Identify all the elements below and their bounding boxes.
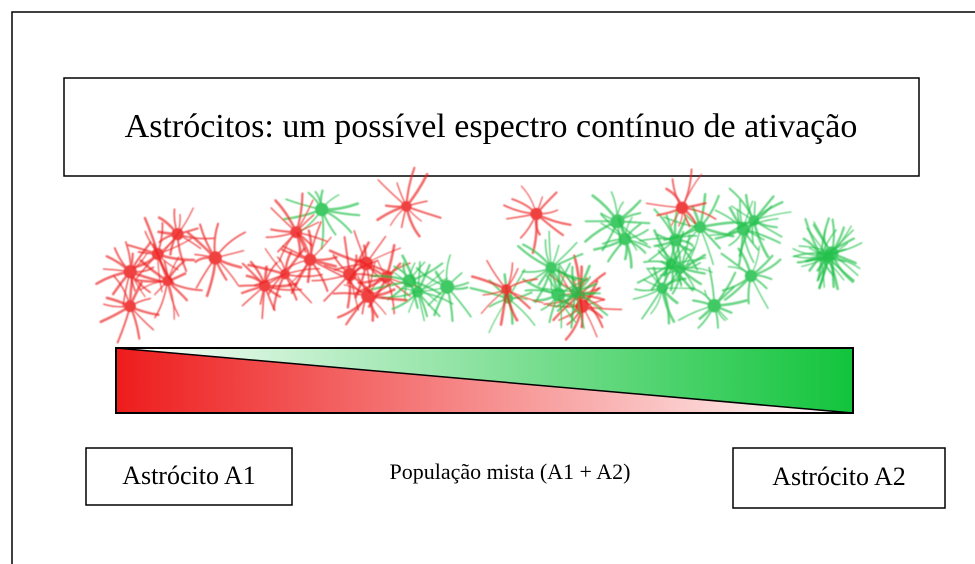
- soma: [675, 263, 685, 273]
- soma: [209, 251, 222, 264]
- astrocyte: [504, 186, 570, 253]
- soma: [304, 253, 316, 265]
- astrocyte-cluster: [96, 168, 861, 343]
- soma: [171, 228, 183, 240]
- soma: [361, 289, 374, 302]
- soma: [401, 201, 412, 212]
- soma: [708, 299, 721, 312]
- soma: [343, 268, 357, 282]
- soma: [745, 270, 757, 282]
- mixed-label: População mista (A1 + A2): [390, 459, 631, 484]
- soma: [290, 226, 302, 238]
- title: Astrócitos: um possível espectro contínu…: [125, 108, 858, 145]
- soma: [737, 223, 750, 236]
- process: [655, 231, 672, 264]
- soma: [816, 251, 827, 262]
- soma: [124, 300, 136, 312]
- a1-label: Astrócito A1: [122, 461, 256, 490]
- astrocyte: [188, 224, 245, 296]
- soma: [259, 280, 271, 292]
- gradient-bar: [116, 348, 853, 413]
- soma: [551, 288, 565, 302]
- astrocyte: [101, 276, 159, 342]
- astrocyte: [523, 264, 594, 328]
- soma: [403, 274, 416, 287]
- soma: [152, 248, 164, 260]
- astrocyte: [378, 168, 441, 236]
- process: [378, 180, 406, 207]
- soma: [501, 284, 511, 294]
- astrocyte: [793, 218, 854, 287]
- soma: [315, 203, 328, 216]
- soma: [440, 280, 454, 294]
- a2-label: Astrócito A2: [772, 462, 906, 491]
- astrocyte: [158, 208, 213, 271]
- diagram: Astrócitos: um possível espectro contínu…: [0, 0, 975, 564]
- soma: [611, 214, 625, 228]
- process: [285, 274, 322, 276]
- soma: [124, 265, 137, 278]
- soma: [676, 202, 688, 214]
- soma: [530, 208, 542, 220]
